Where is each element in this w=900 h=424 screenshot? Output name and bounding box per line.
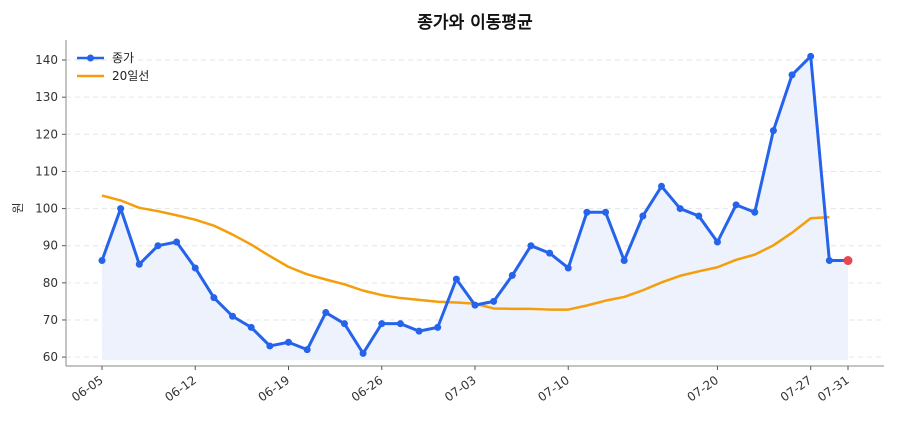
close-point bbox=[825, 257, 833, 265]
close-area-fill bbox=[102, 56, 848, 361]
x-tick-label: 07-10 bbox=[535, 373, 572, 404]
close-point bbox=[602, 208, 610, 216]
chart-title: 종가와 이동평균 bbox=[417, 13, 533, 33]
y-axis-label: 원 bbox=[11, 202, 25, 213]
close-point bbox=[378, 320, 386, 328]
y-tick-label: 100 bbox=[35, 202, 58, 216]
legend-label-close: 종가 bbox=[112, 51, 134, 65]
close-point bbox=[229, 312, 237, 320]
close-point bbox=[359, 349, 367, 357]
y-tick-label: 130 bbox=[35, 90, 58, 104]
close-point bbox=[396, 320, 404, 328]
close-point bbox=[117, 205, 125, 213]
close-point bbox=[807, 52, 815, 60]
close-point bbox=[788, 71, 796, 79]
close-point bbox=[639, 212, 647, 220]
close-point bbox=[546, 249, 554, 257]
y-tick-label: 80 bbox=[43, 276, 58, 290]
close-point bbox=[173, 238, 181, 246]
close-point bbox=[490, 297, 498, 305]
y-tick-labels: 60 70 80 90 100 110 120 130 140 bbox=[35, 53, 58, 364]
close-series bbox=[98, 52, 853, 357]
y-tick-label: 140 bbox=[35, 53, 58, 67]
x-tick-label: 07-03 bbox=[442, 373, 479, 404]
close-point bbox=[210, 294, 218, 302]
x-tick-label: 07-27 bbox=[778, 373, 815, 404]
close-point bbox=[658, 182, 665, 190]
close-point bbox=[713, 238, 721, 246]
close-point bbox=[266, 342, 274, 350]
close-point bbox=[769, 127, 777, 135]
close-point bbox=[732, 201, 740, 209]
close-point bbox=[285, 338, 292, 346]
y-tick-label: 120 bbox=[35, 127, 58, 141]
close-point bbox=[303, 346, 311, 354]
legend-marker-close bbox=[87, 54, 94, 62]
close-point bbox=[620, 257, 628, 265]
close-point bbox=[247, 323, 255, 331]
x-tick-label: 06-12 bbox=[162, 373, 199, 404]
ma20-line bbox=[101, 194, 830, 311]
legend: 종가 20일선 bbox=[77, 51, 149, 83]
ma20-series bbox=[101, 194, 830, 311]
close-point bbox=[527, 242, 535, 250]
close-point bbox=[135, 260, 143, 268]
y-tick-label: 60 bbox=[43, 350, 58, 364]
close-last-point bbox=[843, 256, 853, 266]
close-point bbox=[564, 264, 572, 272]
close-point bbox=[340, 320, 348, 328]
x-tick-label: 07-31 bbox=[815, 373, 852, 404]
close-point bbox=[322, 309, 330, 317]
axes bbox=[62, 40, 884, 370]
x-tick-label: 06-19 bbox=[256, 373, 293, 404]
close-point bbox=[154, 242, 162, 250]
close-area bbox=[102, 56, 848, 361]
y-tick-label: 70 bbox=[43, 313, 58, 327]
close-point bbox=[508, 271, 516, 279]
y-tick-label: 90 bbox=[43, 239, 58, 253]
close-point bbox=[471, 301, 479, 309]
legend-label-ma20: 20일선 bbox=[112, 69, 149, 83]
x-tick-label: 07-20 bbox=[685, 373, 722, 404]
close-point bbox=[695, 212, 703, 220]
x-tick-label: 06-26 bbox=[349, 373, 386, 404]
close-point bbox=[191, 264, 199, 272]
close-point bbox=[676, 205, 684, 213]
close-point bbox=[751, 208, 759, 216]
x-tick-labels: 06-05 06-12 06-19 06-26 07-03 07-10 07-20 07-27… bbox=[69, 373, 852, 404]
y-tick-label: 110 bbox=[35, 164, 58, 178]
close-point bbox=[415, 327, 423, 335]
close-point bbox=[98, 257, 106, 265]
close-point bbox=[434, 323, 442, 331]
close-point bbox=[583, 208, 591, 216]
x-tick-label: 06-05 bbox=[69, 373, 106, 404]
close-point bbox=[452, 275, 460, 283]
